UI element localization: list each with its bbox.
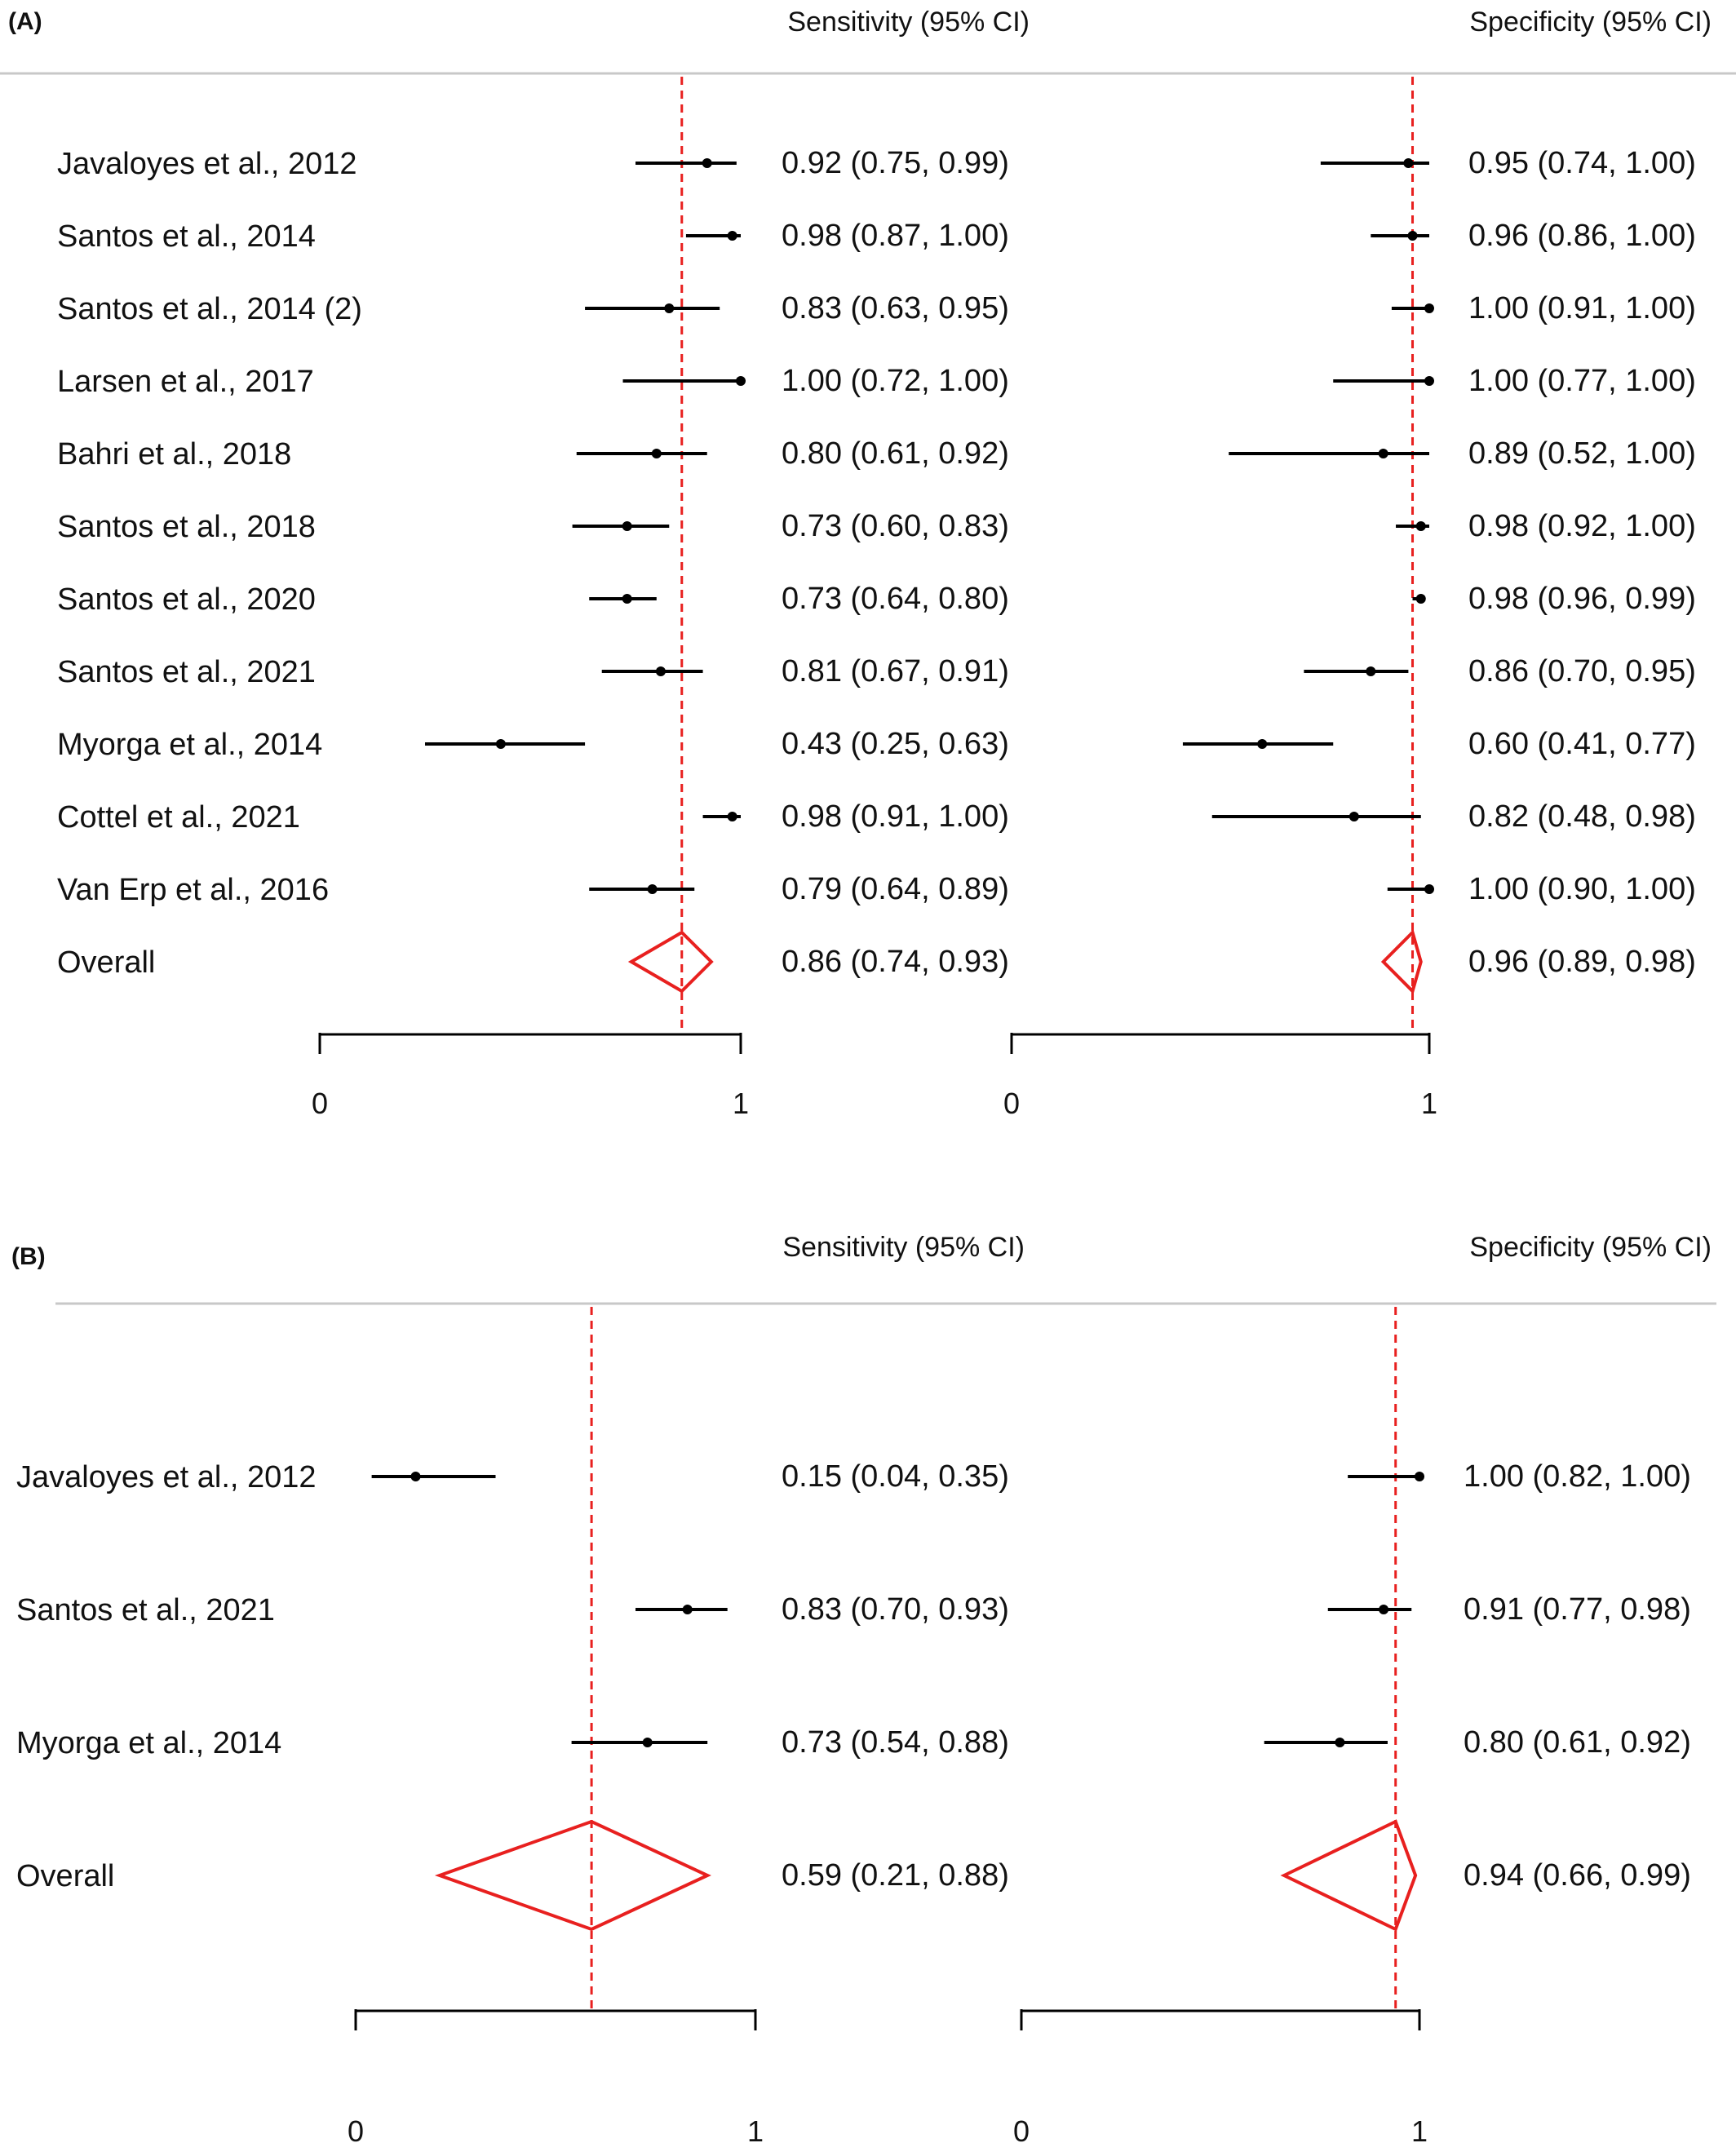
- sensitivity-ci-text: 0.83 (0.63, 0.95): [782, 291, 1009, 325]
- specificity-ci-text: 0.82 (0.48, 0.98): [1468, 799, 1696, 834]
- overall-label: Overall: [16, 1859, 114, 1893]
- study-label: Santos et al., 2014 (2): [57, 292, 362, 326]
- sensitivity-ci-text: 0.98 (0.87, 1.00): [782, 219, 1009, 253]
- study-label: Santos et al., 2021: [57, 655, 316, 689]
- specificity-point-estimate: [1407, 231, 1418, 241]
- sensitivity-ci-text: 1.00 (0.72, 1.00): [782, 364, 1009, 398]
- sensitivity-ci-text: 0.73 (0.64, 0.80): [782, 582, 1009, 616]
- specificity-ci-text: 0.60 (0.41, 0.77): [1468, 727, 1696, 761]
- study-label: Santos et al., 2018: [57, 510, 316, 544]
- specificity-ci-text: 0.95 (0.74, 1.00): [1468, 146, 1696, 180]
- overall-specificity-ci-text: 0.94 (0.66, 0.99): [1464, 1858, 1691, 1893]
- sensitivity-point-estimate: [495, 739, 506, 749]
- sensitivity-ci-text: 0.15 (0.04, 0.35): [782, 1459, 1009, 1494]
- study-label: Javaloyes et al., 2012: [16, 1460, 317, 1494]
- specificity-point-estimate: [1366, 666, 1376, 676]
- sensitivity-tick-label: 1: [733, 1087, 749, 1120]
- specificity-tick-label: 1: [1411, 2114, 1428, 2143]
- specificity-point-estimate: [1378, 449, 1388, 458]
- sensitivity-point-estimate: [727, 812, 737, 821]
- forest-panel-a: (A) Sensitivity (95% CI) Specificity (95% …: [0, 7, 1736, 1120]
- specificity-point-estimate: [1403, 158, 1414, 168]
- specificity-point-estimate: [1415, 1472, 1424, 1481]
- specificity-ci-text: 0.86 (0.70, 0.95): [1468, 654, 1696, 689]
- specificity-ci-text: 1.00 (0.77, 1.00): [1468, 364, 1696, 398]
- study-label: Cottel et al., 2021: [57, 800, 300, 835]
- sensitivity-ci-text: 0.73 (0.60, 0.83): [782, 509, 1009, 543]
- specificity-ci-text: 1.00 (0.90, 1.00): [1468, 872, 1696, 906]
- overall-specificity-ci-text: 0.96 (0.89, 0.98): [1468, 945, 1696, 979]
- study-label: Larsen et al., 2017: [57, 365, 314, 399]
- specificity-overall-diamond: [1280, 1819, 1418, 1932]
- study-label: Santos et al., 2021: [16, 1593, 275, 1627]
- sensitivity-point-estimate: [702, 158, 712, 168]
- sensitivity-tick-label: 0: [312, 1087, 328, 1120]
- study-label: Santos et al., 2014: [57, 219, 316, 254]
- sensitivity-point-estimate: [655, 666, 666, 676]
- specificity-ci-text: 0.80 (0.61, 0.92): [1464, 1725, 1691, 1760]
- specificity-ci-text: 0.98 (0.96, 0.99): [1468, 582, 1696, 616]
- specificity-point-estimate: [1335, 1738, 1345, 1747]
- specificity-tick-label: 0: [1003, 1087, 1020, 1120]
- sensitivity-point-estimate: [736, 376, 746, 386]
- specificity-point-estimate: [1379, 1605, 1389, 1614]
- specificity-ci-text: 0.98 (0.92, 1.00): [1468, 509, 1696, 543]
- specificity-header: Specificity (95% CI): [1469, 7, 1712, 38]
- specificity-point-estimate: [1424, 303, 1434, 313]
- specificity-point-estimate: [1348, 812, 1359, 821]
- specificity-point-estimate: [1415, 594, 1426, 604]
- specificity-ci-text: 1.00 (0.82, 1.00): [1464, 1459, 1691, 1494]
- overall-sensitivity-ci-text: 0.59 (0.21, 0.88): [782, 1858, 1009, 1893]
- sensitivity-ci-text: 0.73 (0.54, 0.88): [782, 1725, 1009, 1760]
- specificity-ci-text: 0.96 (0.86, 1.00): [1468, 219, 1696, 253]
- sensitivity-point-estimate: [651, 449, 662, 458]
- sensitivity-point-estimate: [647, 884, 658, 894]
- sensitivity-tick-label: 0: [348, 2114, 364, 2143]
- sensitivity-ci-text: 0.81 (0.67, 0.91): [782, 654, 1009, 689]
- study-label: Myorga et al., 2014: [16, 1726, 281, 1760]
- sensitivity-ci-text: 0.79 (0.64, 0.89): [782, 872, 1009, 906]
- specificity-overall-diamond: [1380, 929, 1423, 994]
- panel-label: (B): [11, 1243, 46, 1270]
- sensitivity-overall-diamond: [434, 1819, 711, 1932]
- sensitivity-ci-text: 0.92 (0.75, 0.99): [782, 146, 1009, 180]
- sensitivity-overall-diamond: [627, 930, 714, 994]
- sensitivity-ci-text: 0.80 (0.61, 0.92): [782, 436, 1009, 471]
- specificity-point-estimate: [1257, 739, 1268, 749]
- specificity-point-estimate: [1424, 376, 1434, 386]
- sensitivity-ci-text: 0.83 (0.70, 0.93): [782, 1592, 1009, 1627]
- specificity-header: Specificity (95% CI): [1469, 1232, 1712, 1263]
- sensitivity-ci-text: 0.98 (0.91, 1.00): [782, 799, 1009, 834]
- sensitivity-point-estimate: [410, 1472, 421, 1481]
- sensitivity-point-estimate: [622, 594, 632, 604]
- study-label: Myorga et al., 2014: [57, 728, 322, 762]
- sensitivity-header: Sensitivity (95% CI): [787, 7, 1030, 38]
- study-label: Bahri et al., 2018: [57, 437, 291, 472]
- specificity-ci-text: 0.91 (0.77, 0.98): [1464, 1592, 1691, 1627]
- sensitivity-ci-text: 0.43 (0.25, 0.63): [782, 727, 1009, 761]
- sensitivity-header: Sensitivity (95% CI): [782, 1232, 1025, 1263]
- specificity-ci-text: 0.89 (0.52, 1.00): [1468, 436, 1696, 471]
- specificity-point-estimate: [1424, 884, 1434, 894]
- study-label: Van Erp et al., 2016: [57, 873, 329, 907]
- overall-sensitivity-ci-text: 0.86 (0.74, 0.93): [782, 945, 1009, 979]
- specificity-tick-label: 1: [1421, 1087, 1437, 1120]
- overall-label: Overall: [57, 945, 155, 980]
- sensitivity-point-estimate: [642, 1738, 653, 1747]
- sensitivity-point-estimate: [664, 303, 675, 313]
- study-label: Santos et al., 2020: [57, 582, 316, 617]
- sensitivity-point-estimate: [682, 1605, 693, 1614]
- study-label: Javaloyes et al., 2012: [57, 147, 357, 181]
- forest-panel-b: (B) Sensitivity (95% CI) Specificity (95% …: [11, 1232, 1716, 2143]
- sensitivity-point-estimate: [622, 521, 632, 531]
- specificity-ci-text: 1.00 (0.91, 1.00): [1468, 291, 1696, 325]
- specificity-point-estimate: [1415, 521, 1426, 531]
- panel-label: (A): [8, 8, 42, 35]
- sensitivity-tick-label: 1: [747, 2114, 764, 2143]
- specificity-tick-label: 0: [1013, 2114, 1030, 2143]
- sensitivity-point-estimate: [727, 231, 737, 241]
